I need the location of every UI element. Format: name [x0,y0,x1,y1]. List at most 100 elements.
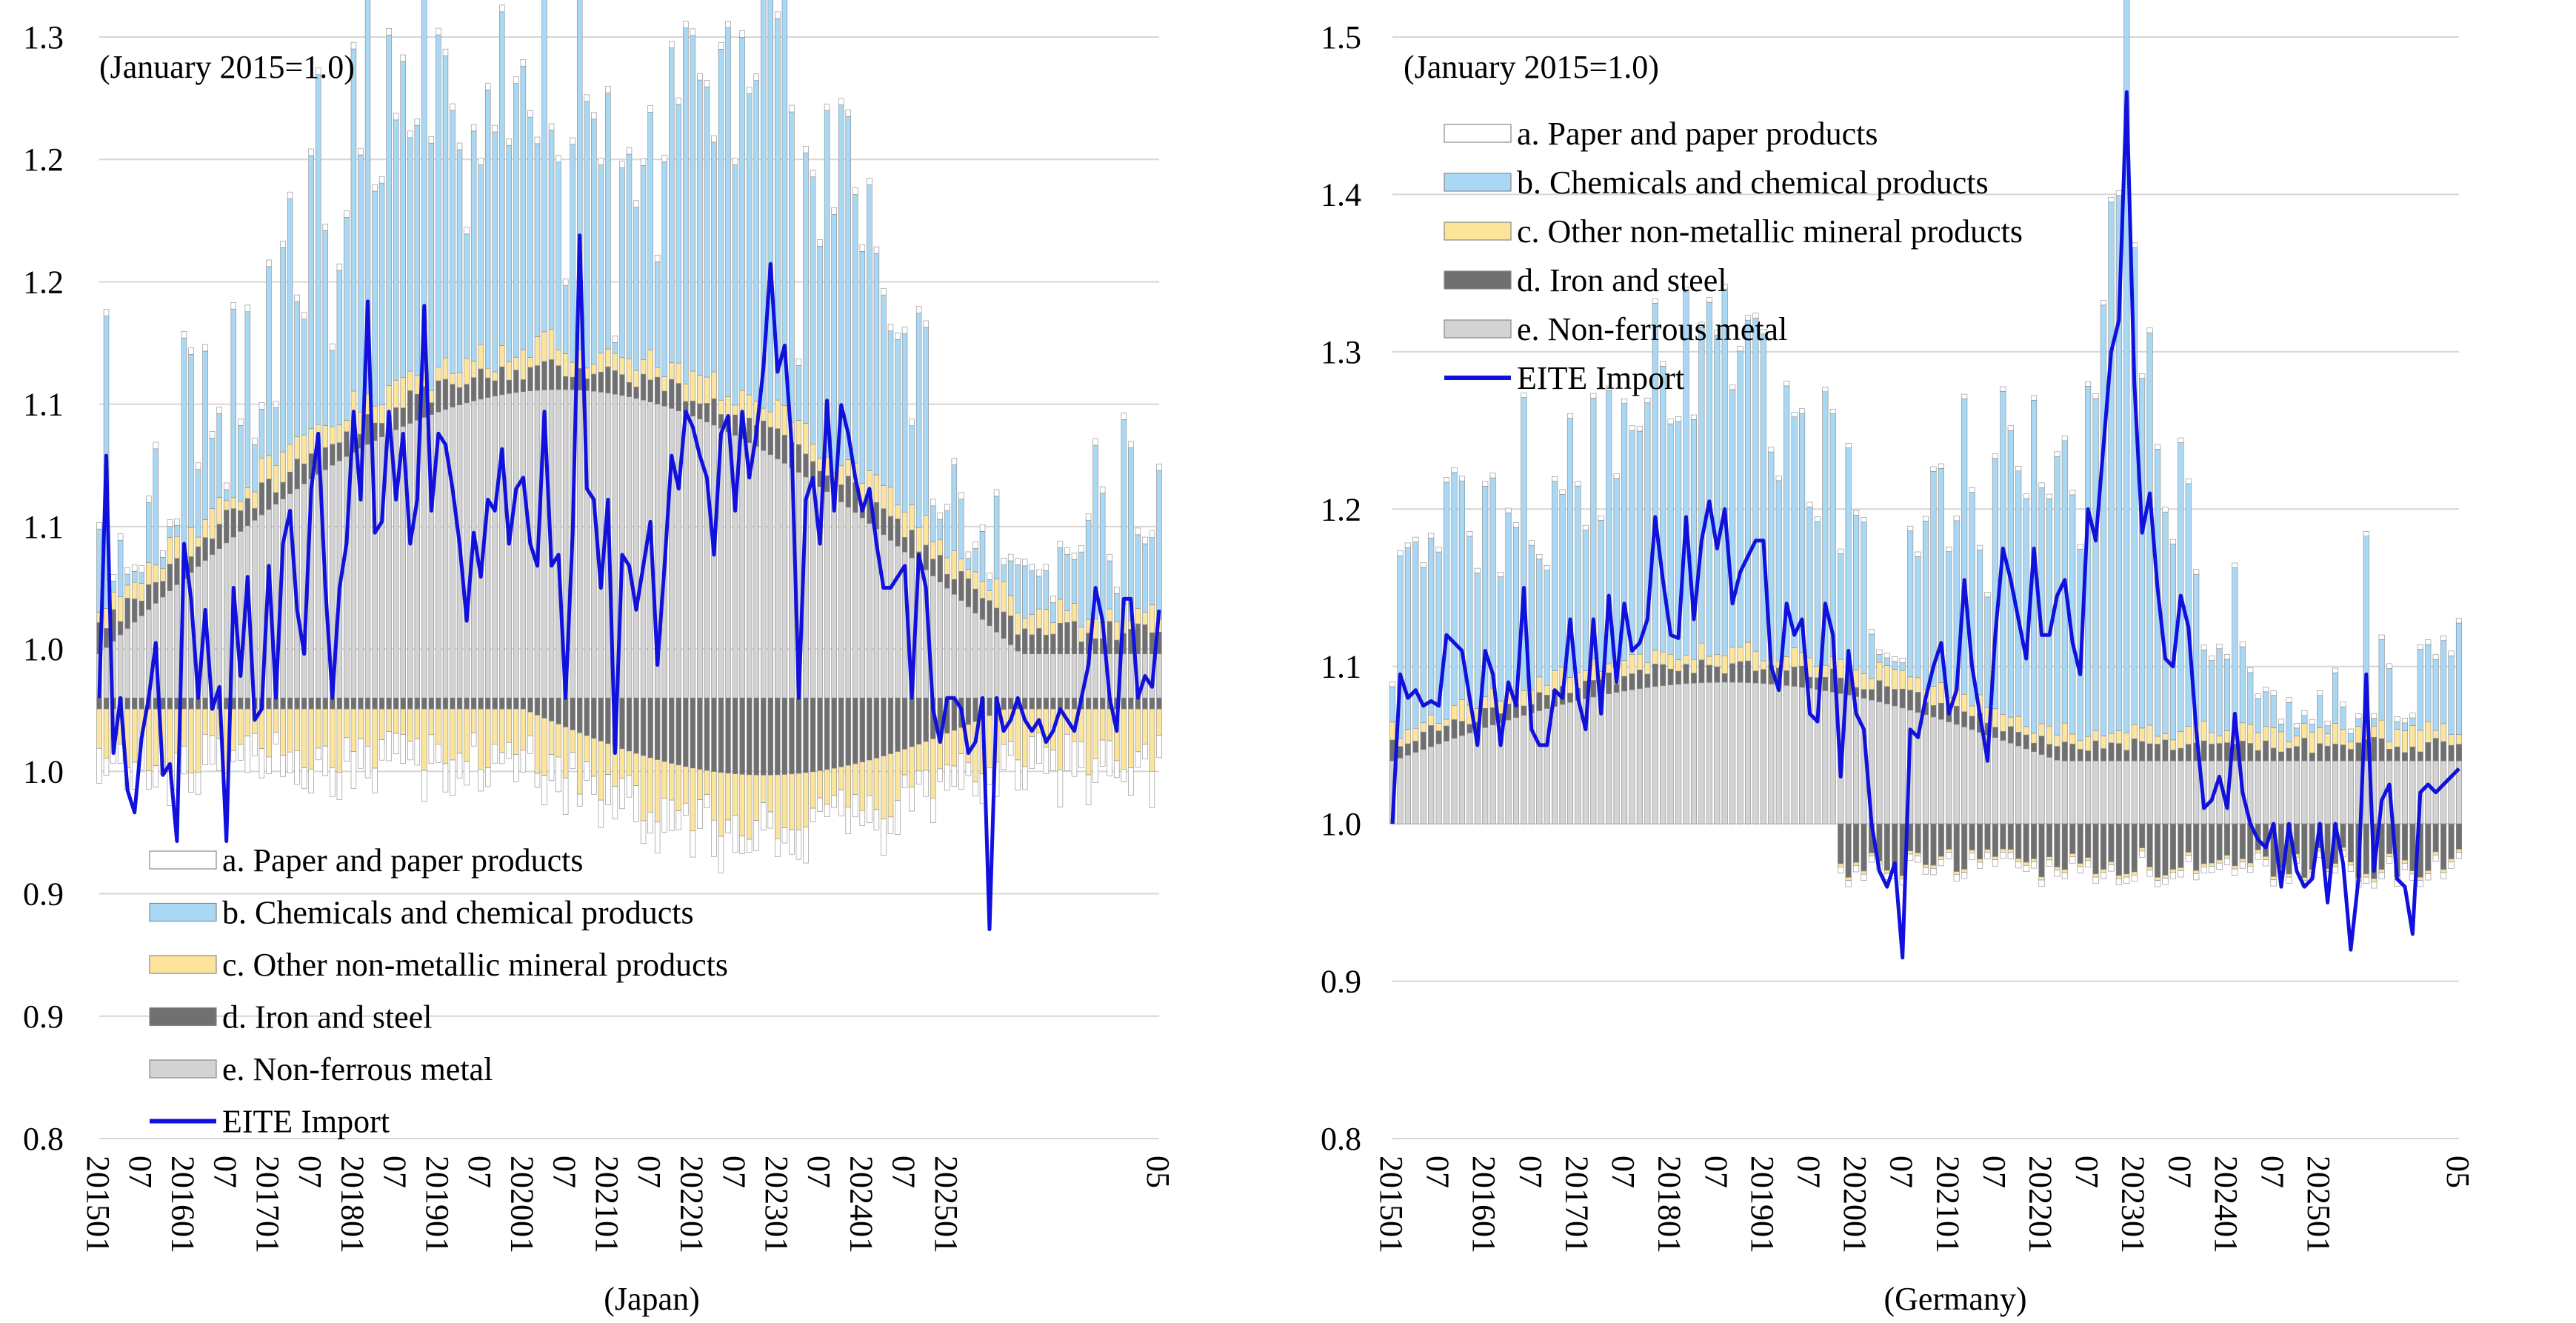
bar-segment-paper [2085,381,2092,387]
x-tick-label: 202501 [2300,1156,2337,1253]
bar-segment-mineral [1107,608,1112,622]
bar-segment-mineral [131,581,138,599]
bar-segment-chem [1636,430,1643,655]
bar-segment-paper [1474,567,1481,573]
bar-segment-chem [2425,644,2432,722]
bar-segment-iron [421,697,427,710]
bar-segment-mineral [2355,726,2362,744]
bar-segment-chem [845,116,851,460]
bar-segment-mineral [492,371,498,381]
germany-title: (Germany) [1883,1281,2026,1317]
bar-segment-mineral [704,376,710,404]
bar-segment-paper [810,170,816,178]
bar-segment-chem [867,184,872,471]
bar-segment-mineral [393,708,399,734]
bar-segment-mineral [647,757,653,813]
bar-segment-mineral [103,608,110,629]
bar-segment-paper [96,521,102,530]
bar-segment-nonferrous [2216,760,2223,824]
bar-segment-nonferrous [2085,760,2092,824]
bar-segment-mineral [2193,870,2200,874]
bar-segment-mineral [2038,723,2045,736]
bar-segment-iron [223,697,230,710]
bar-segment-nonferrous [1043,653,1050,699]
bar-segment-mineral [1946,849,1952,853]
bar-segment-iron [153,581,159,604]
bar-segment-iron [223,510,230,544]
bar-segment-iron [273,492,279,504]
y-tick-label: 0.8 [1321,1121,1361,1157]
bar-segment-mineral [464,708,470,762]
bar-segment-chem [626,153,633,359]
bar-segment-iron [96,697,102,710]
bar-segment-iron [781,435,788,464]
bar-segment-iron [386,697,392,710]
bar-segment-nonferrous [124,628,130,699]
bar-segment-nonferrous [1737,682,1744,824]
bar-segment-chem [1976,550,1983,696]
bar-segment-paper [2394,716,2400,722]
bar-segment-mineral [436,367,441,381]
bar-segment-paper [1969,487,1975,493]
bar-segment-paper [252,733,258,756]
bar-segment-paper [1566,413,1574,419]
bar-segment-iron [923,697,929,742]
bar-segment-chem [1404,547,1411,730]
bar-segment-chem [951,464,958,551]
bar-segment-iron [873,697,880,759]
bar-segment-paper [1078,741,1084,768]
bar-segment-mineral [223,500,230,510]
bar-segment-paper [2386,663,2393,669]
bar-segment-iron [2100,748,2107,762]
bar-segment-paper [2139,373,2146,379]
bar-segment-iron [2007,726,2014,744]
bar-segment-iron [576,697,583,733]
x-tick-label: 07 [1512,1156,1549,1188]
bar-segment-mineral [2000,713,2006,732]
bar-segment-iron [761,420,767,451]
bar-segment-iron [2123,750,2130,762]
bar-segment-paper [527,735,533,754]
bar-segment-paper [746,839,753,853]
bar-segment-chem [1043,570,1050,610]
bar-segment-mineral [2448,859,2455,863]
bar-segment-mineral [499,345,505,367]
bar-segment-iron [2293,746,2300,762]
bar-segment-paper [322,745,329,776]
bar-segment-paper [605,774,611,805]
bar-segment-paper [2200,644,2207,650]
bar-segment-chem [470,130,477,362]
bar-segment-iron [2355,742,2362,762]
bar-segment-nonferrous [704,421,710,699]
bar-segment-nonferrous [2286,760,2292,824]
bar-segment-chem [697,79,703,376]
bar-segment-nonferrous [513,392,519,699]
bar-segment-chem [1001,564,1007,582]
bar-segment-paper [2162,507,2169,513]
bar-segment-chem [958,499,964,559]
bar-segment-paper [2023,493,2029,499]
bar-segment-mineral [1566,677,1574,693]
bar-segment-nonferrous [1992,737,1998,824]
bar-segment-chem [117,540,124,597]
bar-segment-mineral [2115,730,2122,744]
bar-segment-iron [146,584,152,610]
bar-segment-chem [1107,560,1112,610]
bar-segment-nonferrous [987,625,992,699]
bar-segment-chem [810,176,816,444]
bar-segment-mineral [195,708,201,773]
bar-segment-paper [675,810,682,830]
bar-segment-iron [230,508,236,538]
bar-segment-chem [1729,389,1736,647]
bar-segment-iron [1092,697,1098,710]
bar-segment-mineral [1001,581,1007,613]
bar-segment-nonferrous [838,501,844,699]
bar-segment-paper [258,402,265,410]
bar-segment-mineral [436,708,441,745]
bar-segment-chem [732,164,738,406]
bar-segment-iron [2223,823,2231,856]
bar-segment-iron [2069,744,2076,762]
bar-segment-chem [287,198,293,445]
bar-segment-chem [979,531,986,582]
bar-segment-nonferrous [633,398,639,699]
